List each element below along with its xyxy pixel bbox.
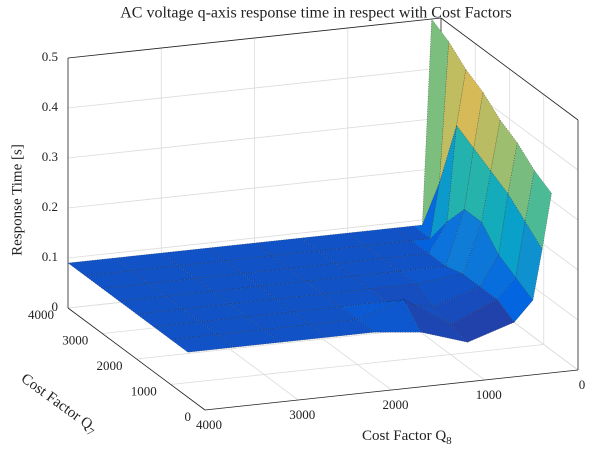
- x-tick-label: 0: [579, 377, 586, 392]
- z-tick-label: 0: [52, 299, 59, 314]
- surface-patch: [428, 208, 465, 267]
- y-axis-label-text: Cost Factor Q: [18, 371, 96, 434]
- surface-patch: [170, 334, 236, 353]
- axis-line: [67, 307, 206, 411]
- surface-patch: [118, 295, 184, 315]
- surface-patch: [422, 18, 450, 226]
- surface-patch: [415, 273, 481, 308]
- x-axis-label: Cost Factor Q8: [362, 428, 452, 446]
- surface-patch: [403, 298, 469, 343]
- grid-line: [170, 344, 544, 385]
- surface-patch: [67, 257, 133, 277]
- x-tick-label: 3000: [289, 407, 315, 422]
- x-axis-label-sub: 8: [446, 435, 452, 447]
- plot-area: 00.10.20.30.40.5010002000300040000100020…: [28, 17, 586, 432]
- z-tick-label: 0.3: [42, 149, 58, 164]
- x-axis-label-text: Cost Factor Q: [362, 428, 446, 444]
- z-tick-label: 0.5: [42, 49, 58, 64]
- surface-patch: [398, 265, 464, 285]
- x-tick-label: 4000: [196, 417, 222, 432]
- surface-patch: [507, 142, 535, 223]
- y-axis-label: Cost Factor Q7: [16, 371, 100, 439]
- surface-patch: [101, 283, 167, 302]
- y-tick-label: 0: [185, 409, 192, 424]
- axis-line: [67, 17, 442, 59]
- x-tick-label: 2000: [383, 397, 409, 412]
- y-tick-label: 3000: [62, 332, 88, 347]
- surface-patch: [152, 321, 219, 340]
- surface-patch: [135, 308, 201, 328]
- y-axis-label-sub: 7: [84, 425, 96, 438]
- z-tick-label: 0.1: [42, 249, 58, 264]
- y-tick-label: 1000: [131, 383, 157, 398]
- x-tick-label: 1000: [476, 387, 502, 402]
- z-tick-label: 0.4: [42, 99, 59, 114]
- y-tick-label: 4000: [28, 307, 54, 322]
- surface-patch: [445, 208, 482, 275]
- surface-patch: [339, 299, 404, 320]
- axis-line: [440, 17, 579, 121]
- surface-patch: [524, 169, 552, 250]
- z-tick-label: 0.2: [42, 199, 58, 214]
- surface-patch: [481, 170, 509, 256]
- chart-title: AC voltage q-axis response time in respe…: [120, 5, 511, 22]
- axis-line: [204, 369, 579, 411]
- y-tick-label: 2000: [97, 358, 123, 373]
- z-axis-label: Response Time [s]: [9, 144, 25, 256]
- surface-patch: [84, 270, 150, 289]
